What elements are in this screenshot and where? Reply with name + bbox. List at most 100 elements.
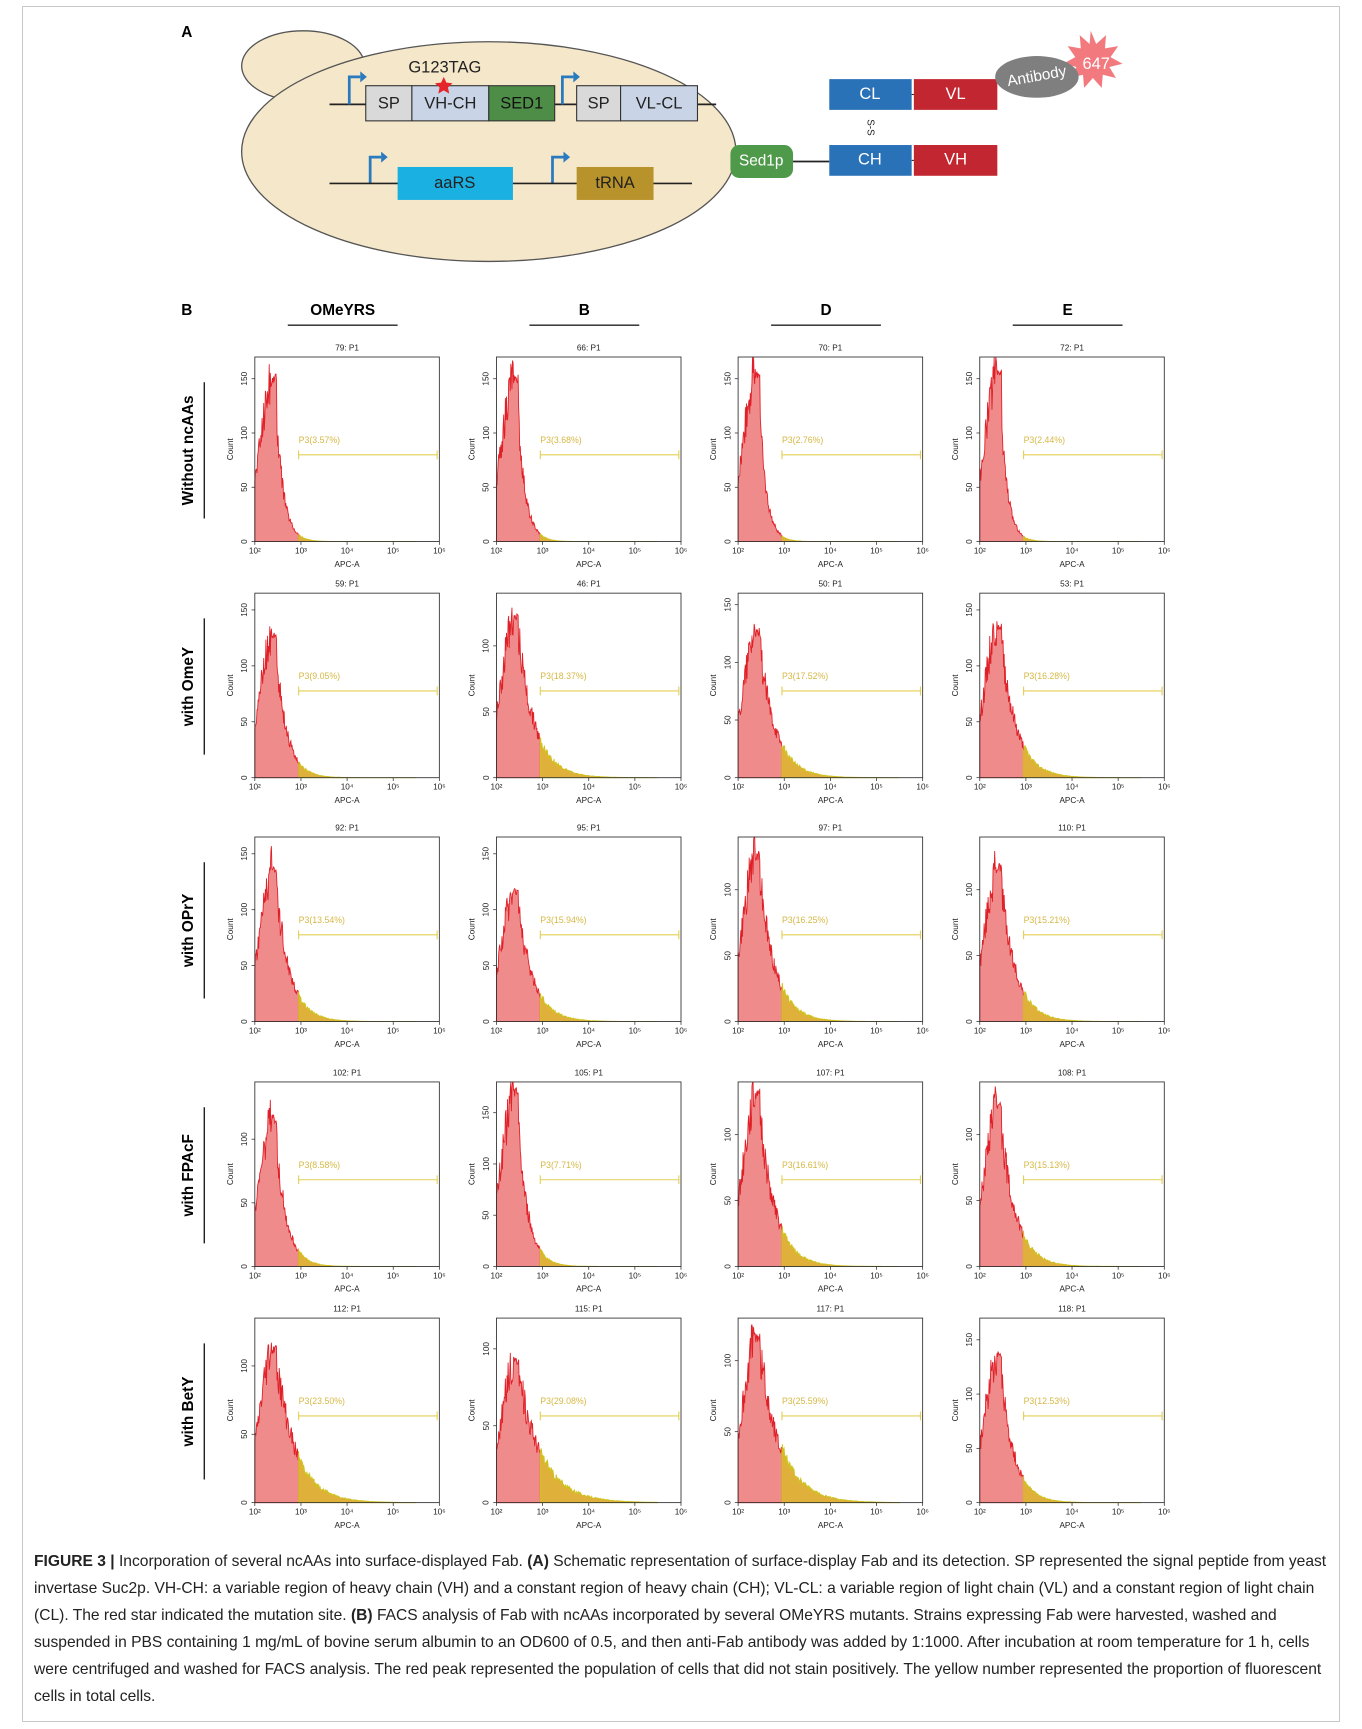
- negative-peak: [496, 1353, 540, 1503]
- negative-peak: [255, 846, 299, 1021]
- y-tick-label: 100: [482, 639, 491, 653]
- x-tick-label: 10⁶: [916, 1027, 929, 1036]
- y-tick-label: 50: [240, 1198, 249, 1208]
- x-tick-label: 10⁶: [433, 1027, 446, 1036]
- plot-title: 105: P1: [575, 1068, 604, 1077]
- x-axis-label: APC-A: [1059, 560, 1085, 569]
- x-tick-label: 10⁶: [916, 1272, 929, 1281]
- x-tick-label: 10³: [778, 783, 790, 792]
- y-tick-label: 0: [482, 1500, 491, 1505]
- positive-tail: [299, 991, 416, 1021]
- y-axis-label: Count: [709, 1163, 718, 1186]
- plot-title: 118: P1: [1058, 1304, 1086, 1313]
- x-axis-label: APC-A: [335, 796, 361, 805]
- x-tick-label: 10²: [491, 1027, 503, 1036]
- y-tick-label: 150: [723, 371, 732, 385]
- negative-peak: [738, 1324, 782, 1502]
- y-tick-label: 50: [482, 482, 491, 492]
- y-tick-label: 100: [240, 902, 249, 916]
- x-tick-label: 10⁶: [675, 1272, 688, 1281]
- x-axis-label: APC-A: [576, 796, 602, 805]
- plot-title: 59: P1: [335, 580, 359, 589]
- x-tick-label: 10²: [974, 1027, 986, 1036]
- y-tick-label: 0: [965, 1019, 974, 1024]
- x-tick-label: 10³: [1020, 1027, 1032, 1036]
- x-tick-label: 10⁴: [341, 1508, 354, 1517]
- y-tick-label: 0: [965, 1264, 974, 1269]
- x-axis-label: APC-A: [335, 1285, 361, 1294]
- x-tick-label: 10³: [1020, 1272, 1032, 1281]
- y-tick-label: 100: [965, 659, 974, 673]
- negative-peak: [980, 357, 1024, 542]
- y-tick-label: 0: [723, 775, 732, 780]
- y-tick-label: 0: [482, 1264, 491, 1269]
- y-tick-label: 50: [723, 482, 732, 492]
- gate-label: P3(13.54%): [299, 915, 345, 925]
- x-axis-label: APC-A: [576, 1040, 602, 1049]
- plot-title: 110: P1: [1058, 823, 1086, 832]
- x-axis-label: APC-A: [818, 1521, 844, 1530]
- y-tick-label: 100: [965, 426, 974, 440]
- negative-peak: [255, 626, 299, 777]
- x-tick-label: 10⁵: [629, 1272, 642, 1281]
- y-tick-label: 100: [482, 902, 491, 916]
- mutation-label: G123TAG: [408, 58, 481, 76]
- protein-label: Sed1p: [739, 153, 783, 170]
- y-tick-label: 100: [482, 1157, 491, 1171]
- x-tick-label: 10⁶: [1158, 547, 1171, 556]
- y-tick-label: 0: [965, 775, 974, 780]
- x-tick-label: 10²: [732, 1508, 744, 1517]
- plot-title: 92: P1: [335, 823, 359, 832]
- positive-tail: [782, 1226, 899, 1267]
- x-tick-label: 10⁴: [582, 1508, 595, 1517]
- y-axis-label: Count: [226, 1163, 235, 1186]
- y-tick-label: 50: [965, 951, 974, 961]
- y-axis-label: Count: [709, 1399, 718, 1422]
- x-tick-label: 10⁶: [1158, 1027, 1171, 1036]
- plot-title: 53: P1: [1060, 580, 1084, 589]
- y-tick-label: 150: [965, 603, 974, 617]
- negative-peak: [255, 364, 299, 541]
- caption: FIGURE 3 | Incorporation of several ncAA…: [34, 1548, 1330, 1710]
- x-tick-label: 10²: [732, 1272, 744, 1281]
- gate-label: P3(29.08%): [540, 1396, 586, 1406]
- positive-tail: [299, 1249, 416, 1267]
- x-tick-label: 10⁵: [387, 547, 400, 556]
- gene-label: SP: [378, 95, 400, 113]
- panel-label: A: [181, 24, 192, 41]
- x-tick-label: 10²: [974, 547, 986, 556]
- x-tick-label: 10⁵: [387, 1027, 400, 1036]
- x-tick-label: 10⁵: [870, 783, 883, 792]
- x-tick-label: 10²: [491, 547, 503, 556]
- y-tick-label: 100: [723, 655, 732, 669]
- plot-title: 115: P1: [575, 1304, 603, 1313]
- row-header: with OmeY: [180, 647, 197, 727]
- x-tick-label: 10⁶: [433, 547, 446, 556]
- y-tick-label: 150: [240, 603, 249, 617]
- x-axis-label: APC-A: [335, 1040, 361, 1049]
- x-tick-label: 10⁵: [870, 1508, 883, 1517]
- x-tick-label: 10²: [732, 1027, 744, 1036]
- y-tick-label: 150: [240, 371, 249, 385]
- x-tick-label: 10⁵: [629, 547, 642, 556]
- x-tick-label: 10²: [732, 783, 744, 792]
- y-tick-label: 0: [240, 775, 249, 780]
- plot-title: 95: P1: [577, 823, 601, 832]
- gene-label: tRNA: [595, 174, 634, 192]
- y-axis-label: Count: [226, 438, 235, 461]
- y-tick-label: 100: [723, 1127, 732, 1141]
- gene-label: SED1: [500, 95, 543, 113]
- y-tick-label: 50: [482, 961, 491, 971]
- y-tick-label: 50: [240, 482, 249, 492]
- positive-tail: [782, 1444, 899, 1502]
- y-tick-label: 50: [240, 717, 249, 727]
- y-tick-label: 0: [723, 1500, 732, 1505]
- y-tick-label: 150: [482, 1105, 491, 1119]
- y-tick-label: 0: [240, 1264, 249, 1269]
- protein-label: VL: [946, 85, 966, 103]
- x-tick-label: 10⁴: [824, 1508, 837, 1517]
- x-axis-label: APC-A: [576, 1285, 602, 1294]
- x-tick-label: 10⁴: [1066, 783, 1079, 792]
- positive-tail: [1023, 1231, 1140, 1267]
- gate-label: P3(2.44%): [1024, 435, 1065, 445]
